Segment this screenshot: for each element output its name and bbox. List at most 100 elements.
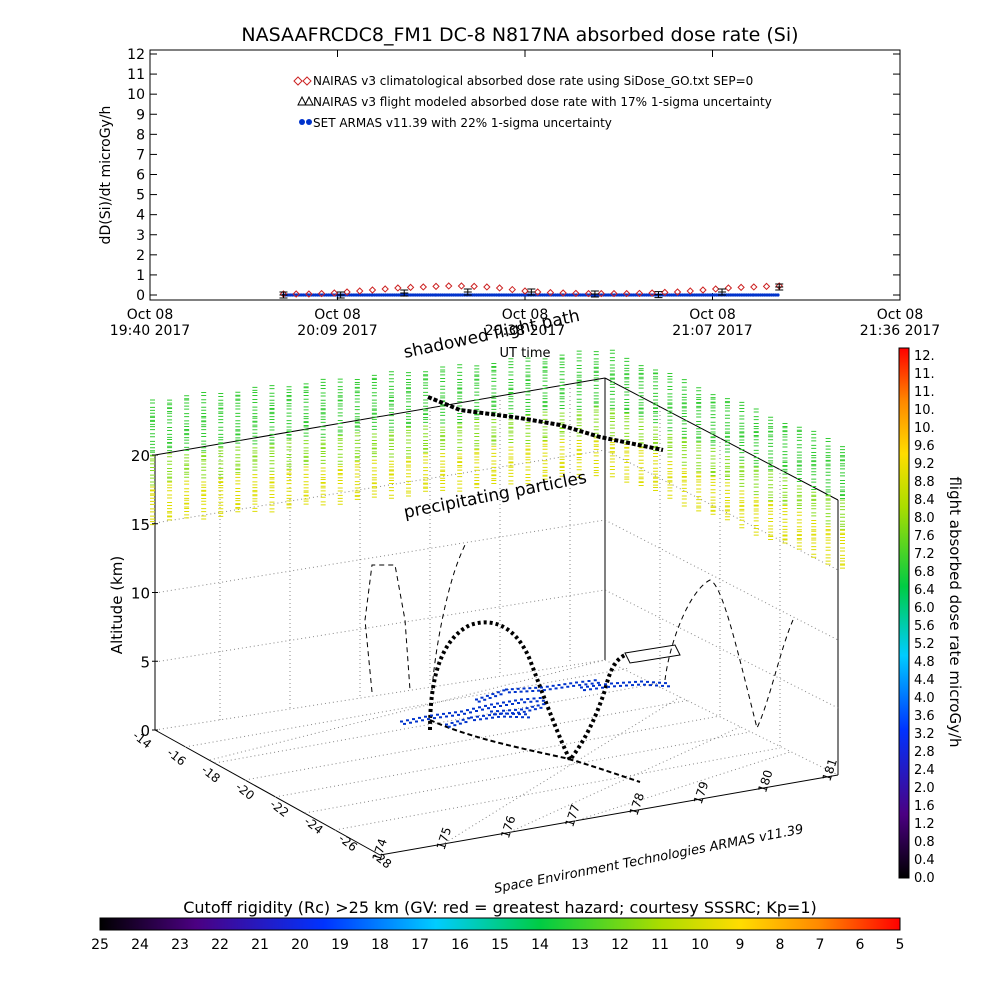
precip-dash [371, 487, 377, 492]
precip-dash [388, 400, 394, 405]
precip-dash [667, 399, 673, 404]
precip-dash [681, 379, 687, 384]
precip-dash [457, 379, 463, 384]
precip-dash [286, 400, 292, 405]
precip-dash [388, 466, 394, 471]
x-tick-label-date: Oct 08 [314, 307, 360, 323]
precip-dash [638, 433, 644, 438]
precip-dash [371, 448, 377, 453]
precip-dash [593, 392, 599, 397]
armas-point [701, 293, 706, 297]
armas-dose-mark [575, 681, 578, 684]
armas-point [733, 293, 737, 297]
precip-dash [811, 491, 817, 496]
precip-dash [337, 466, 343, 471]
precip-dash [184, 488, 190, 493]
precip-dash [252, 500, 258, 505]
precip-dash [354, 387, 360, 392]
precip-dash [235, 508, 241, 513]
armas-dose-mark [586, 685, 589, 688]
precip-dash [624, 432, 630, 437]
precip-dash [609, 370, 615, 375]
precip-dash [609, 349, 615, 354]
precip-dash [811, 451, 817, 456]
precip-dash [739, 516, 745, 521]
precip-dash [609, 466, 615, 471]
armas-dose-mark [418, 716, 421, 719]
precip-dash [269, 426, 275, 431]
precip-dash [201, 515, 207, 520]
grid-line [304, 731, 751, 814]
armas-dose-mark [490, 710, 493, 713]
precip-dash [796, 496, 802, 501]
armas-dose-mark [514, 708, 517, 711]
precip-dash [811, 437, 817, 442]
precip-dash [150, 399, 155, 404]
longitude-ticks: 174 175 176 177 178 179 180 181 [370, 757, 840, 863]
precip-dash [710, 455, 716, 460]
armas-dose-mark [537, 689, 541, 692]
precip-dash [252, 495, 258, 500]
precip-dash [840, 554, 845, 559]
precip-dash [768, 484, 774, 489]
armas-point [481, 293, 485, 297]
armas-dose-mark [652, 681, 655, 684]
precip-dash [724, 436, 730, 441]
armas-point [681, 293, 685, 297]
precip-dash [371, 439, 377, 444]
precip-dash [184, 434, 190, 439]
precip-dash [782, 484, 788, 489]
precip-dash [150, 481, 155, 486]
z-tick-label: 20 [131, 447, 150, 465]
precip-dash [653, 438, 659, 443]
armas-dose-mark [522, 687, 526, 690]
armas-dose-mark [464, 721, 468, 724]
precip-dash [423, 371, 429, 376]
precip-dash [508, 405, 514, 410]
precip-dash [624, 418, 630, 423]
precip-dash [235, 454, 241, 459]
precip-dash [303, 387, 309, 392]
precip-dash [696, 402, 702, 407]
precip-dash [440, 392, 446, 397]
armas-dose-mark [631, 684, 634, 687]
dose-rate-colorbar-tick-label: 7.2 [914, 547, 935, 562]
precip-dash [474, 425, 480, 430]
latitude-tick-label: -16 [164, 745, 188, 768]
armas-dose-mark [548, 688, 552, 691]
precip-dash [491, 366, 497, 371]
precip-dash [542, 440, 548, 445]
precip-dash [457, 392, 463, 397]
precip-dash [811, 512, 817, 517]
precip-dash [286, 469, 292, 474]
precip-dash [576, 415, 582, 420]
precip-dash [753, 457, 759, 462]
precip-dash [768, 416, 774, 421]
precip-dash [440, 385, 446, 390]
cutoff-rigidity-colorbar-tick-label: 6 [856, 937, 865, 953]
precip-dash [457, 364, 463, 369]
armas-dose-mark [569, 682, 573, 685]
cutoff-rigidity-colorbar-tick-label: 19 [331, 937, 349, 953]
armas-dose-mark [503, 715, 506, 718]
precip-dash [609, 364, 615, 369]
precip-dash [269, 433, 275, 438]
precip-dash [406, 398, 412, 403]
armas-point [418, 293, 422, 297]
armas-point [772, 293, 776, 297]
precip-dash [681, 399, 687, 404]
precip-dash [388, 479, 394, 484]
precip-dash [286, 504, 292, 509]
precip-dash [423, 453, 429, 458]
cutoff-rigidity-colorbar-tick-label: 20 [291, 937, 309, 953]
armas-point [449, 293, 454, 297]
precip-dash [167, 427, 173, 432]
diamond-icon [302, 76, 312, 86]
precip-dash [796, 457, 802, 462]
armas-point [644, 293, 649, 297]
precip-dash [474, 484, 480, 489]
cutoff-rigidity-colorbar-tick-label: 5 [896, 937, 905, 953]
armas-dose-mark [450, 721, 454, 724]
armas-dose-mark [496, 691, 500, 694]
armas-dose-mark [661, 684, 664, 687]
